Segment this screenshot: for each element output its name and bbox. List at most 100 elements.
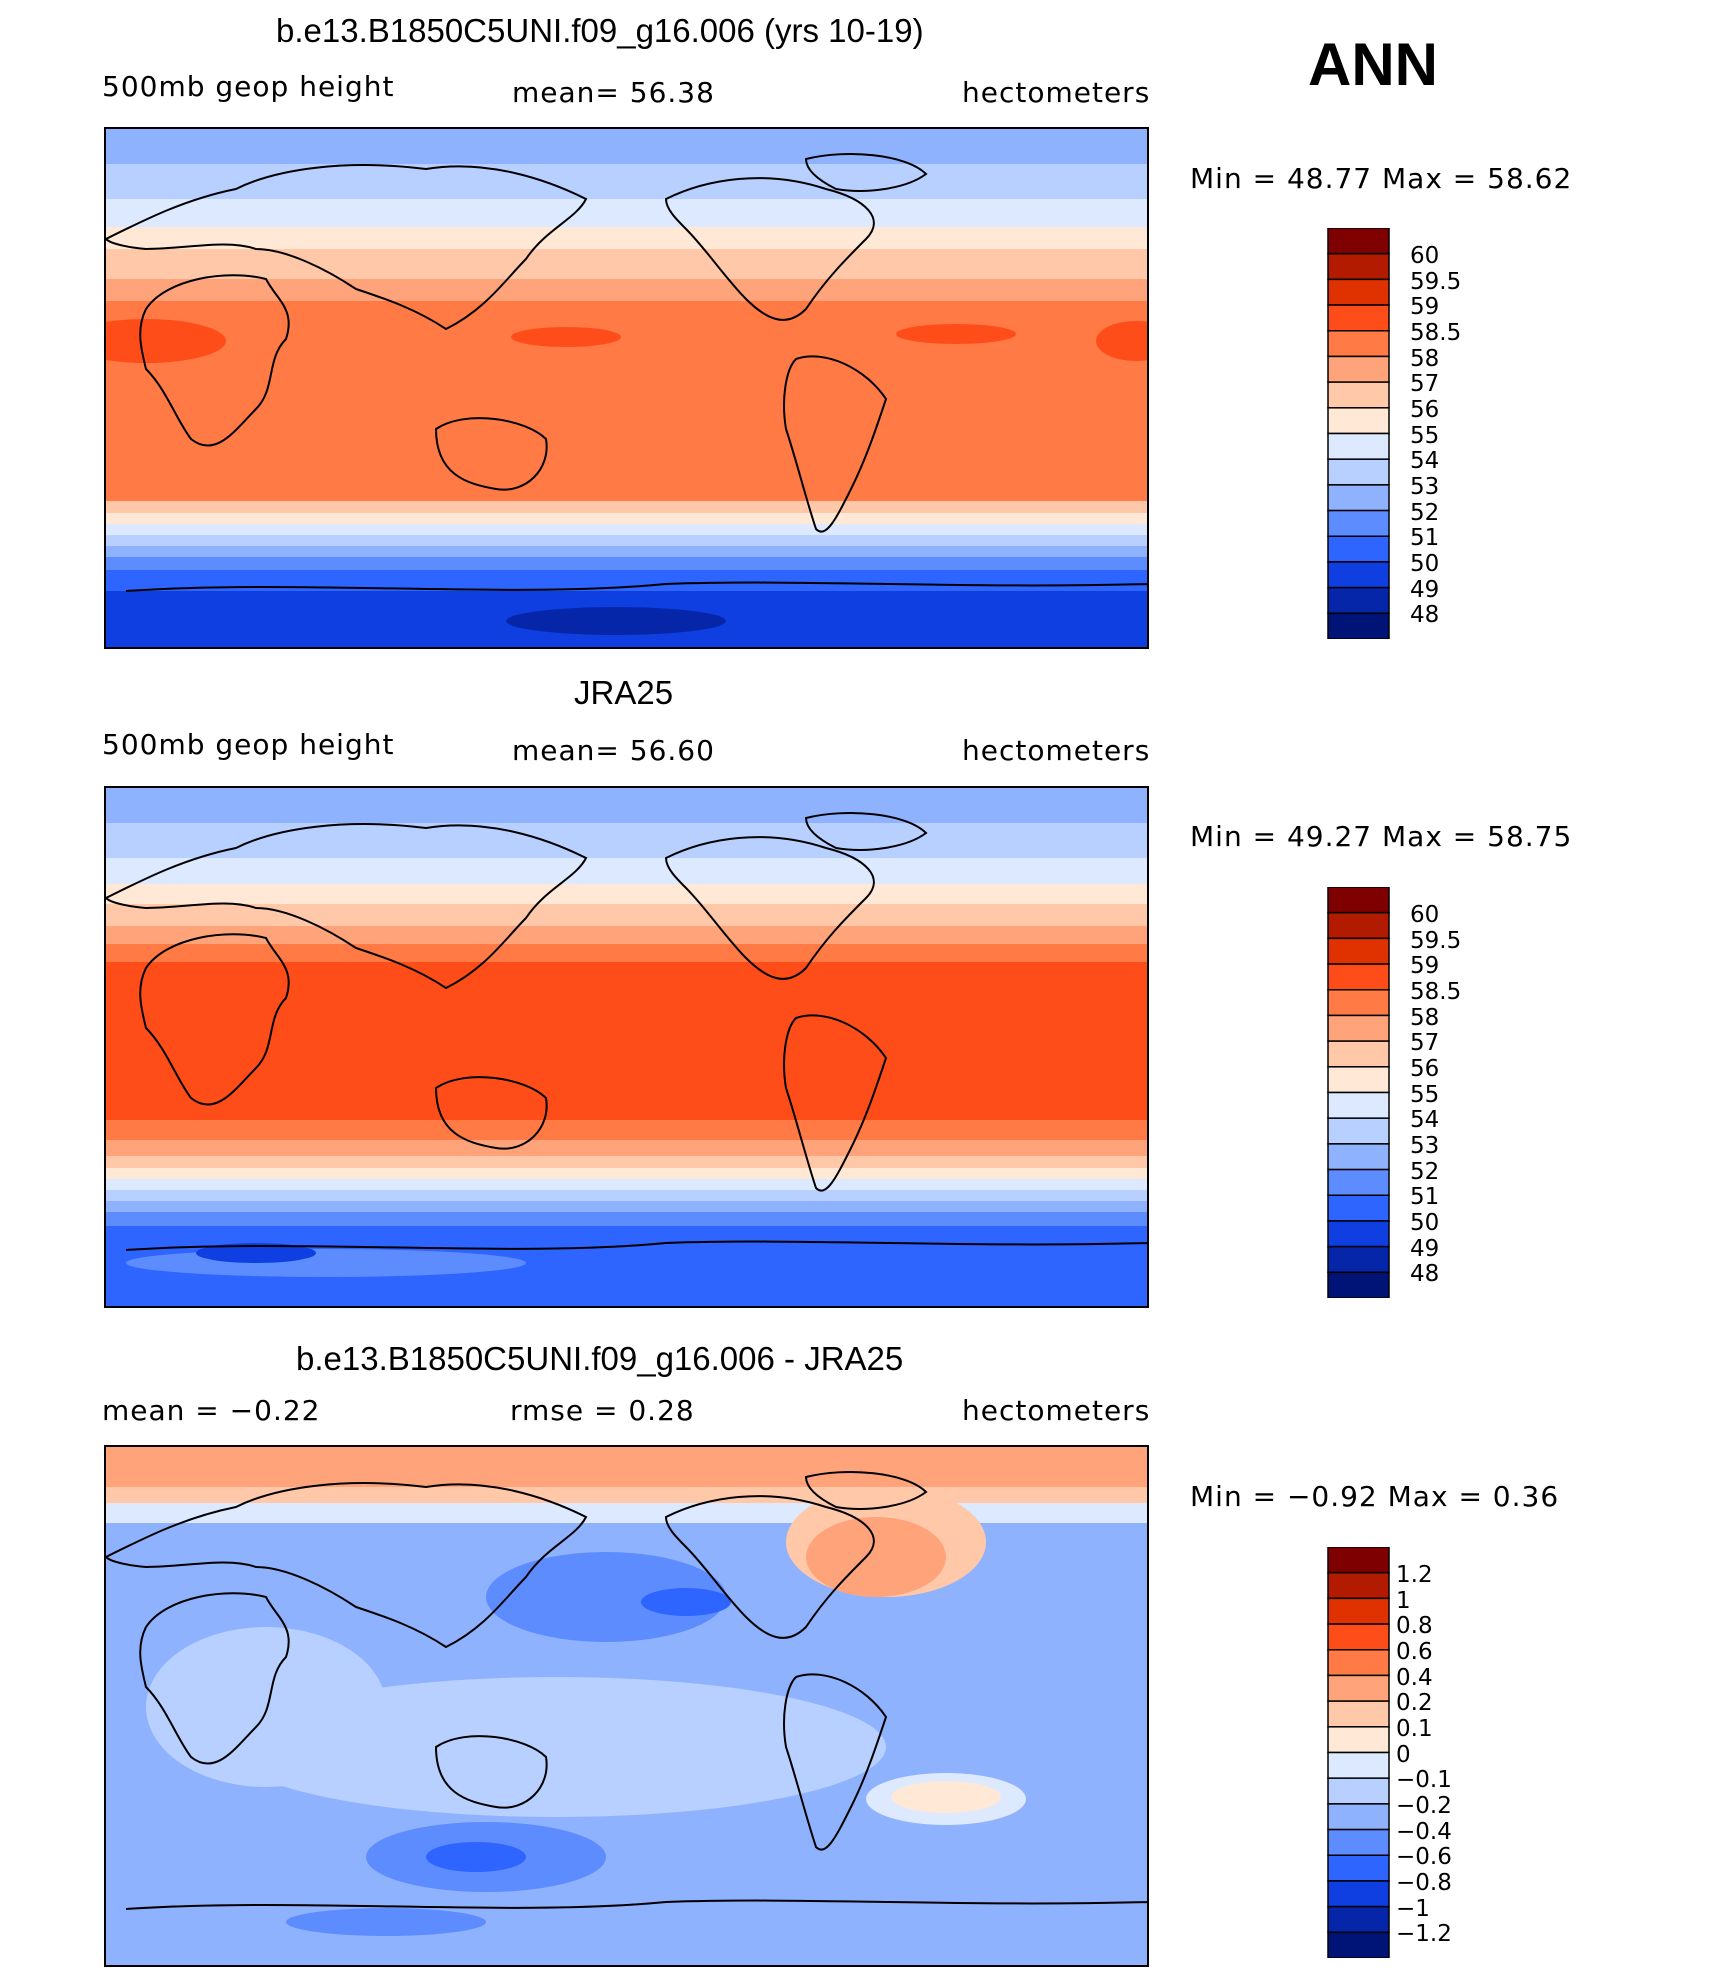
panel1-title: b.e13.B1850C5UNI.f09_g16.006 (yrs 10-19) [276, 12, 924, 49]
colorbar-label: 53 [1410, 474, 1440, 500]
colorbar-swatch [1327, 1040, 1390, 1068]
colorbar-label: 60 [1410, 902, 1440, 928]
colorbar-swatch [1327, 330, 1390, 358]
colorbar-swatch [1327, 1597, 1390, 1625]
colorbar-label: −0.2 [1396, 1793, 1452, 1819]
panel2-colorbar-swatches [1327, 886, 1390, 1299]
colorbar-label: 59.5 [1410, 928, 1462, 954]
colorbar-swatch [1327, 886, 1390, 914]
colorbar-label: −0.8 [1396, 1870, 1452, 1896]
panel2-variable-label: 500mb geop height [102, 728, 395, 761]
colorbar-label: 58.5 [1410, 979, 1462, 1005]
colorbar-label: 0.6 [1396, 1639, 1433, 1665]
colorbar-swatch [1327, 911, 1390, 940]
colorbar-swatch [1327, 278, 1390, 306]
panel2-colorbar [1327, 886, 1390, 1299]
panel2-units: hectometers [962, 734, 1151, 767]
colorbar-swatch [1327, 535, 1390, 563]
colorbar-label: 57 [1410, 1030, 1440, 1056]
colorbar-swatch [1327, 1751, 1390, 1779]
panel3-rmse: rmse = 0.28 [510, 1394, 695, 1427]
colorbar-swatch [1327, 1880, 1390, 1908]
panel1-colorbar-swatches [1327, 227, 1390, 640]
colorbar-swatch [1327, 1271, 1390, 1299]
panel3-mean: mean = −0.22 [102, 1394, 321, 1427]
colorbar-label: 57 [1410, 371, 1440, 397]
colorbar-swatch [1327, 561, 1390, 589]
colorbar-label: 54 [1410, 448, 1440, 474]
colorbar-swatch [1327, 484, 1390, 512]
colorbar-swatch [1327, 304, 1390, 332]
panel2-title: JRA25 [574, 674, 674, 711]
panel3-units: hectometers [962, 1394, 1151, 1427]
panel3-title: b.e13.B1850C5UNI.f09_g16.006 - JRA25 [296, 1340, 904, 1377]
panel1-units: hectometers [962, 76, 1151, 109]
colorbar-label: 59 [1410, 294, 1440, 320]
colorbar-swatch [1327, 1674, 1390, 1702]
colorbar-label: 1 [1396, 1588, 1411, 1614]
panel3-colorbar [1327, 1546, 1390, 1959]
panel1-variable-label: 500mb geop height [102, 70, 395, 103]
panel2-minmax: Min = 49.27 Max = 58.75 [1190, 820, 1573, 853]
colorbar-swatch [1327, 1931, 1390, 1959]
colorbar-label: 52 [1410, 1159, 1440, 1185]
colorbar-swatch [1327, 355, 1390, 383]
panel3-map [104, 1445, 1149, 1967]
colorbar-label: −0.6 [1396, 1844, 1452, 1870]
colorbar-label: 55 [1410, 423, 1440, 449]
colorbar-label: −1 [1396, 1896, 1430, 1922]
panel3-colorbar-boxes [1327, 1546, 1390, 1959]
colorbar-label: 59.5 [1410, 269, 1462, 295]
colorbar-swatch [1327, 1571, 1390, 1600]
colorbar-swatch [1327, 1194, 1390, 1222]
colorbar-label: 0.4 [1396, 1665, 1433, 1691]
colorbar-label: 55 [1410, 1082, 1440, 1108]
colorbar-label: 0 [1396, 1742, 1411, 1768]
colorbar-swatch [1327, 1066, 1390, 1094]
colorbar-swatch [1327, 407, 1390, 435]
colorbar-swatch [1327, 1220, 1390, 1248]
colorbar-swatch [1327, 509, 1390, 537]
season-label: ANN [1308, 31, 1438, 98]
colorbar-label: −0.1 [1396, 1767, 1452, 1793]
colorbar-label: 0.8 [1396, 1613, 1433, 1639]
colorbar-label: 48 [1410, 1261, 1440, 1287]
colorbar-label: 0.2 [1396, 1690, 1433, 1716]
panel3-colorbar-swatches [1327, 1546, 1390, 1959]
colorbar-swatch [1327, 1623, 1390, 1651]
colorbar-label: 48 [1410, 602, 1440, 628]
colorbar-swatch [1327, 1168, 1390, 1196]
panel2-mean: mean= 56.60 [512, 734, 715, 767]
colorbar-label: 51 [1410, 1184, 1440, 1210]
colorbar-swatch [1327, 432, 1390, 460]
colorbar-label: 56 [1410, 1056, 1440, 1082]
colorbar-label: 52 [1410, 500, 1440, 526]
colorbar-label: 56 [1410, 397, 1440, 423]
colorbar-swatch [1327, 1828, 1390, 1856]
colorbar-swatch [1327, 586, 1390, 615]
colorbar-label: 49 [1410, 1236, 1440, 1262]
panel1-minmax: Min = 48.77 Max = 58.62 [1190, 162, 1573, 195]
panel2-map [104, 786, 1149, 1308]
colorbar-swatch [1327, 937, 1390, 965]
colorbar-label: 49 [1410, 577, 1440, 603]
panel1-map [104, 127, 1149, 649]
colorbar-swatch [1327, 1546, 1390, 1574]
colorbar-label: 50 [1410, 1210, 1440, 1236]
colorbar-label: 1.2 [1396, 1562, 1433, 1588]
colorbar-swatch [1327, 1091, 1390, 1119]
colorbar-swatch [1327, 963, 1390, 991]
colorbar-label: −0.4 [1396, 1819, 1452, 1845]
panel3-minmax: Min = −0.92 Max = 0.36 [1190, 1480, 1560, 1513]
colorbar-swatch [1327, 1777, 1390, 1805]
colorbar-swatch [1327, 1905, 1390, 1934]
colorbar-label: 53 [1410, 1133, 1440, 1159]
colorbar-swatch [1327, 252, 1390, 281]
colorbar-swatch [1327, 1245, 1390, 1274]
colorbar-swatch [1327, 989, 1390, 1017]
colorbar-swatch [1327, 1014, 1390, 1042]
colorbar-label: 59 [1410, 953, 1440, 979]
colorbar-swatch [1327, 1143, 1390, 1171]
colorbar-swatch [1327, 1649, 1390, 1677]
colorbar-label: 60 [1410, 243, 1440, 269]
